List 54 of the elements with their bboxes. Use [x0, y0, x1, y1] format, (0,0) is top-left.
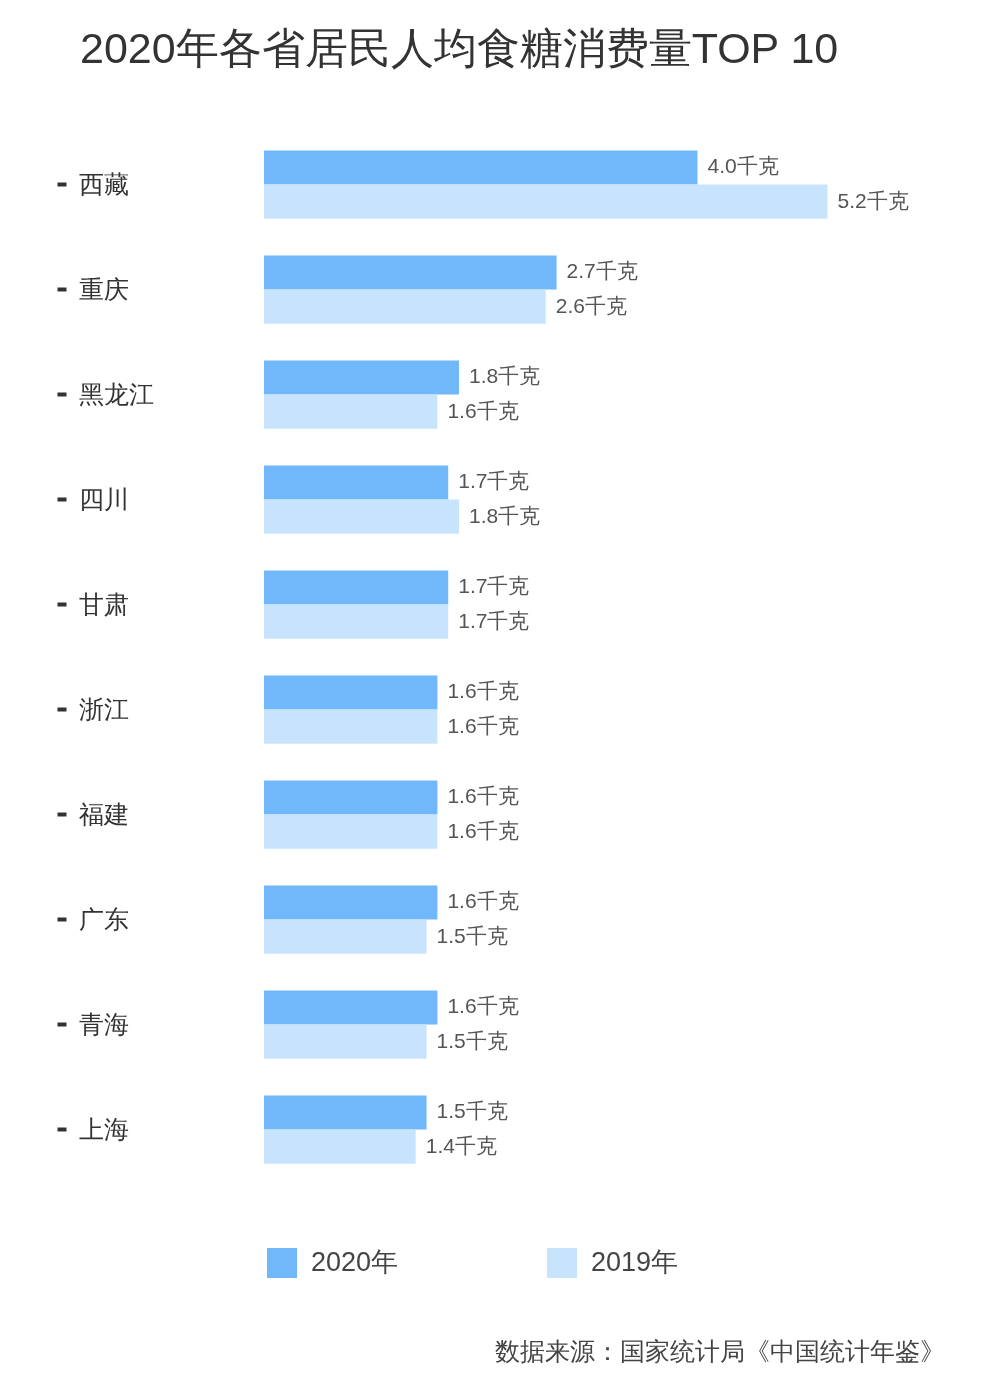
- bar: [264, 1024, 427, 1059]
- data-label: 1.8千克: [469, 503, 541, 527]
- data-label: 1.6千克: [447, 889, 519, 913]
- y-tick-label: 重庆: [78, 274, 129, 303]
- data-label: 1.6千克: [447, 679, 519, 703]
- y-tick-label: 福建: [78, 799, 129, 828]
- bar: [264, 184, 828, 219]
- data-label: 1.5千克: [436, 1099, 508, 1123]
- y-tick-label: 甘肃: [78, 589, 129, 618]
- bar: [264, 360, 460, 395]
- legend-label: 2019年: [591, 1247, 679, 1277]
- legend-label: 2020年: [311, 1247, 399, 1277]
- data-label: 1.6千克: [447, 784, 519, 808]
- source-note: 数据来源：国家统计局《中国统计年鉴》: [495, 1337, 945, 1365]
- data-label: 4.0千克: [707, 154, 779, 178]
- bar: [264, 570, 449, 605]
- data-label: 2.6千克: [555, 293, 627, 317]
- y-tick-label: 黑龙江: [78, 379, 154, 408]
- bar: [264, 255, 557, 290]
- chart-title: 2020年各省居民人均食糖消费量TOP 10: [80, 24, 839, 72]
- bar: [264, 990, 438, 1025]
- bar: [264, 709, 438, 744]
- data-label: 1.7千克: [458, 608, 530, 632]
- bar: [264, 289, 546, 324]
- y-tick-label: 浙江: [78, 694, 129, 723]
- y-tick-label: 青海: [78, 1009, 129, 1038]
- data-label: 1.6千克: [447, 713, 519, 737]
- bar: [264, 394, 438, 429]
- bar: [264, 604, 449, 639]
- data-label: 1.8千克: [469, 364, 541, 388]
- y-tick-label: 西藏: [78, 169, 129, 198]
- data-label: 1.6千克: [447, 994, 519, 1018]
- bar: [264, 885, 438, 920]
- data-label: 1.5千克: [436, 923, 508, 947]
- y-tick-label: 上海: [78, 1114, 129, 1143]
- data-label: 1.5千克: [436, 1028, 508, 1052]
- bar: [264, 814, 438, 849]
- data-label: 1.7千克: [458, 469, 530, 493]
- bar: [264, 465, 449, 500]
- bar: [264, 675, 438, 710]
- data-label: 5.2千克: [837, 188, 909, 212]
- data-label: 2.7千克: [566, 259, 638, 283]
- data-label: 1.6千克: [447, 398, 519, 422]
- bar: [264, 499, 460, 534]
- y-tick-label: 四川: [78, 484, 129, 513]
- bar: [264, 919, 427, 954]
- data-label: 1.7千克: [458, 574, 530, 598]
- bar: [264, 780, 438, 815]
- bar: [264, 150, 698, 185]
- bar: [264, 1095, 427, 1130]
- bar: [264, 1129, 416, 1164]
- y-tick-label: 广东: [78, 904, 129, 933]
- data-label: 1.4千克: [425, 1133, 497, 1157]
- data-label: 1.6千克: [447, 818, 519, 842]
